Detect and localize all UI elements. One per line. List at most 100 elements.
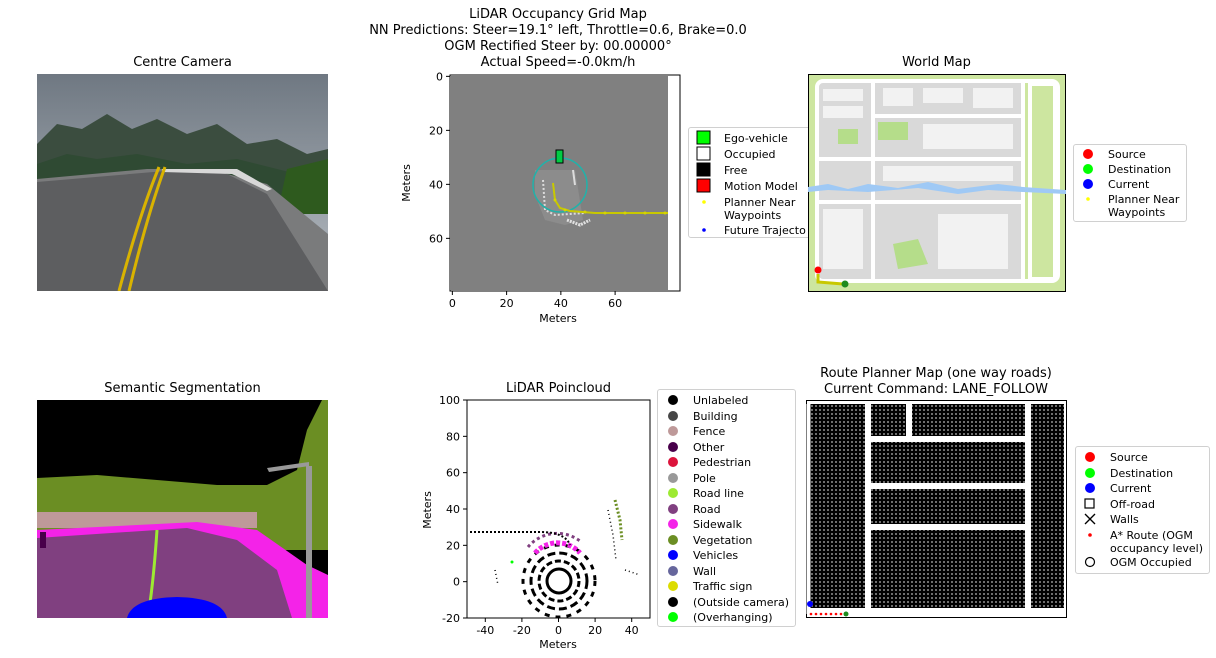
lidar-plot: -40 -20 0 20 40 -20 0 20 40 60 80 100 Meters Meter… xyxy=(421,395,651,651)
route-map-destination-marker xyxy=(843,611,849,617)
legend-marker xyxy=(1084,513,1096,525)
legend-marker xyxy=(668,488,678,498)
legend-marker xyxy=(696,178,711,193)
legend-label: Other xyxy=(693,440,725,454)
legend-label: (Overhanging) xyxy=(693,611,773,624)
ogm-plot: 0 20 40 60 0 20 40 60 Meters Meters xyxy=(400,70,681,325)
legend-label: Current xyxy=(1110,482,1152,495)
legend-label: Vegetation xyxy=(693,533,753,547)
centre-camera-title: Centre Camera xyxy=(133,55,232,70)
legend-label: Planner Near Waypoints xyxy=(1108,193,1180,219)
suptitle-line1: LiDAR Occupancy Grid Map xyxy=(469,7,647,22)
legend-marker xyxy=(1085,483,1095,493)
lidar-points xyxy=(470,499,641,619)
legend-label: Wall xyxy=(693,564,717,578)
legend-marker xyxy=(1083,149,1093,159)
legend-label: Vehicles xyxy=(693,549,739,562)
lidar-ytick-label: 40 xyxy=(446,503,460,516)
lidar-y-ticks: -20 0 20 40 60 80 100 xyxy=(439,395,467,625)
lidar-ytick-label: 80 xyxy=(446,430,460,443)
legend-marker xyxy=(696,130,711,145)
world-map-legend: Source Destination Current Planner Near Wayp… xyxy=(1073,144,1187,222)
ogm-waypoint xyxy=(603,211,607,215)
legend-marker xyxy=(668,426,678,436)
legend-label: Destination xyxy=(1108,163,1172,176)
ogm-waypoint xyxy=(563,208,567,212)
lidar-legend: Unlabeled Building Fence Other Pedestrian Pol… xyxy=(657,389,796,627)
lidar-ytick-label: 20 xyxy=(446,539,460,552)
legend-label: Destination xyxy=(1110,466,1174,480)
legend-label: Source xyxy=(1108,148,1146,161)
route-map-title2: Current Command: LANE_FOLLOW xyxy=(824,382,1048,397)
legend-marker xyxy=(668,519,678,529)
ogm-planner-waypoint-dots xyxy=(553,198,667,215)
ogm-xtick-label: 60 xyxy=(608,297,622,310)
legend-marker xyxy=(1085,452,1095,462)
ogm-legend: Ego-vehicle Occupied Free Motion Model Plann… xyxy=(688,127,815,238)
legend-label: Traffic sign xyxy=(693,580,753,593)
ogm-xlabel: Meters xyxy=(539,312,577,325)
world-map-title: World Map xyxy=(902,55,971,70)
legend-marker xyxy=(668,410,678,421)
legend-label: Motion Model xyxy=(724,180,798,193)
lidar-xtick-label: 40 xyxy=(625,624,639,637)
suptitle-line2: NN Predictions: Steer=19.1° left, Thrott… xyxy=(369,23,747,38)
ogm-y-ticks: 0 20 40 60 xyxy=(429,70,450,245)
legend-marker xyxy=(668,441,678,452)
lidar-xtick-label: -20 xyxy=(513,624,531,637)
ogm-xtick-label: 0 xyxy=(449,297,456,310)
legend-label: Pole xyxy=(693,471,716,485)
legend-label: Building xyxy=(693,409,738,423)
legend-marker xyxy=(1083,164,1093,174)
ogm-ylabel: Meters xyxy=(400,164,413,202)
lidar-ytick-label: 100 xyxy=(439,395,460,407)
legend-marker xyxy=(668,472,678,483)
lidar-title: LiDAR Poincloud xyxy=(505,381,612,396)
legend-label: Unlabeled xyxy=(693,394,749,407)
legend-label: Sidewalk xyxy=(693,518,742,531)
legend-label: Ego-vehicle xyxy=(724,132,788,145)
legend-marker xyxy=(702,200,706,204)
legend-label: Current xyxy=(1108,178,1150,191)
legend-label: Planner Near Waypoints xyxy=(724,196,796,222)
ogm-xtick-label: 40 xyxy=(554,297,568,310)
lidar-ytick-label: 0 xyxy=(453,576,460,589)
legend-marker xyxy=(668,596,678,607)
legend-label: Off-road xyxy=(1110,497,1155,511)
ogm-x-ticks: 0 20 40 60 xyxy=(449,291,622,310)
ogm-waypoint xyxy=(663,211,667,215)
legend-label: (Outside camera) xyxy=(693,595,790,609)
ogm-ytick-label: 0 xyxy=(436,70,443,83)
legend-marker xyxy=(668,503,678,514)
legend-marker xyxy=(668,550,678,560)
legend-marker xyxy=(696,162,711,177)
legend-marker xyxy=(1088,532,1092,537)
ogm-ytick-label: 40 xyxy=(429,178,443,191)
legend-label: Source xyxy=(1110,451,1148,464)
route-map-legend: Source Destination Current Off-road Walls A* … xyxy=(1075,446,1210,574)
legend-marker xyxy=(1084,497,1095,509)
legend-label: Free xyxy=(724,164,748,177)
lidar-ytick-label: -20 xyxy=(442,612,460,625)
legend-marker xyxy=(668,612,678,622)
legend-label: Walls xyxy=(1110,513,1139,526)
suptitle-line3: OGM Rectified Steer by: 00.00000° xyxy=(444,39,672,54)
legend-label: Future Trajecto xyxy=(724,224,806,237)
suptitle-line4: Actual Speed=-0.0km/h xyxy=(480,55,636,70)
legend-label: Pedestrian xyxy=(693,456,752,469)
ogm-xtick-label: 20 xyxy=(500,297,514,310)
lidar-x-ticks: -40 -20 0 20 40 xyxy=(476,618,639,637)
route-map-current-marker xyxy=(807,601,813,607)
ogm-ego-vehicle xyxy=(555,149,564,164)
legend-label: Occupied xyxy=(724,148,776,161)
legend-label: Road line xyxy=(693,487,744,500)
legend-marker xyxy=(1084,556,1096,568)
world-map-image xyxy=(808,74,1066,292)
legend-marker xyxy=(668,565,678,576)
ogm-ytick-label: 20 xyxy=(429,124,443,137)
lidar-xtick-label: 20 xyxy=(588,624,602,637)
semantic-title: Semantic Segmentation xyxy=(104,381,261,396)
route-map-image xyxy=(806,400,1067,618)
centre-camera-image xyxy=(37,74,328,291)
legend-marker xyxy=(1083,179,1093,189)
